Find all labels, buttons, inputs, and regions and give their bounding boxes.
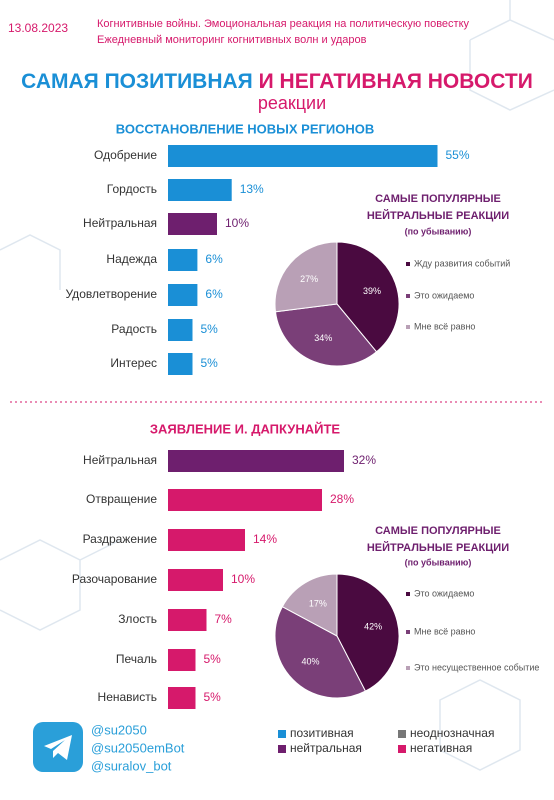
legend-swatch	[406, 262, 410, 266]
legend-label: негативная	[410, 741, 472, 755]
category-label: Ненависть	[98, 690, 157, 704]
category-label: Раздражение	[83, 532, 158, 546]
legend-label: Мне всё равно	[414, 321, 475, 331]
category-label: Одобрение	[94, 148, 157, 162]
title: САМАЯ ПОЗИТИВНАЯ И НЕГАТИВНАЯ НОВОСТИ	[21, 70, 533, 93]
subtitle: Ежедневный мониторинг когнитивных волн и…	[97, 34, 367, 46]
pie-title: САМЫЕ ПОПУЛЯРНЫЕ	[375, 193, 501, 205]
slice-label: 27%	[300, 274, 318, 284]
subtitle: Когнитивные войны. Эмоциональная реакция…	[97, 18, 470, 30]
value-label: 5%	[201, 356, 219, 370]
value-label: 28%	[330, 492, 354, 506]
title-part: САМАЯ ПОЗИТИВНАЯ	[21, 70, 253, 93]
handle: @su2050	[91, 722, 147, 737]
value-label: 6%	[205, 252, 223, 266]
pie-subtitle: (по убыванию)	[405, 226, 472, 236]
legend-label: Это ожидаемо	[414, 290, 474, 300]
value-label: 5%	[204, 690, 222, 704]
legend-swatch	[406, 294, 410, 298]
slice-label: 17%	[309, 598, 327, 608]
category-label: Разочарование	[72, 572, 157, 586]
category-label: Отвращение	[86, 492, 157, 506]
legend-swatch	[398, 745, 406, 753]
bar	[168, 249, 198, 271]
date: 13.08.2023	[8, 21, 68, 35]
pie-slice	[274, 606, 367, 699]
legend-label: Это несущественное событие	[414, 662, 539, 672]
chart-title: ВОССТАНОВЛЕНИЕ НОВЫХ РЕГИОНОВ	[116, 121, 374, 136]
pie-subtitle: (по убыванию)	[405, 557, 472, 567]
chart-title: ЗАЯВЛЕНИЕ И. ДАПКУНАЙТЕ	[150, 421, 341, 436]
slice-label: 42%	[364, 622, 382, 632]
category-label: Интерес	[110, 356, 157, 370]
telegram-plane	[44, 735, 72, 760]
title-sub: реакции	[258, 93, 326, 113]
legend-swatch	[406, 325, 410, 329]
category-label: Надежда	[106, 252, 157, 266]
value-label: 32%	[352, 453, 376, 467]
bar	[168, 179, 232, 201]
pie-slice	[336, 573, 400, 692]
category-label: Радость	[111, 322, 157, 336]
legend-swatch	[406, 666, 410, 670]
pie-slice	[274, 303, 378, 367]
category-label: Гордость	[107, 182, 157, 196]
legend-swatch	[278, 730, 286, 738]
pie-title: НЕЙТРАЛЬНЫЕ РЕАКЦИИ	[367, 541, 509, 554]
value-label: 5%	[201, 322, 219, 336]
bar	[168, 687, 196, 709]
legend-swatch	[406, 630, 410, 634]
bar	[168, 284, 198, 306]
value-label: 5%	[204, 652, 222, 666]
pie-title: НЕЙТРАЛЬНЫЕ РЕАКЦИИ	[367, 209, 509, 222]
category-label: Печаль	[116, 652, 157, 666]
legend-swatch	[406, 592, 410, 596]
pie-slice	[336, 241, 400, 353]
legend-label: Это ожидаемо	[414, 588, 474, 598]
bar	[168, 649, 196, 671]
pie-title: САМЫЕ ПОПУЛЯРНЫЕ	[375, 525, 501, 537]
pie-slice	[274, 241, 338, 313]
legend-label: неоднозначная	[410, 726, 494, 740]
slice-label: 40%	[301, 656, 319, 666]
category-label: Нейтральная	[83, 216, 157, 230]
bar	[168, 489, 322, 511]
legend-label: позитивная	[290, 726, 354, 740]
background-pattern	[0, 0, 554, 771]
bar	[168, 569, 223, 591]
legend-swatch	[398, 730, 406, 738]
handle: @suralov_bot	[91, 758, 172, 773]
title-part: И НЕГАТИВНАЯ НОВОСТИ	[259, 70, 533, 93]
bar	[168, 529, 245, 551]
legend-label: Мне всё равно	[414, 626, 475, 636]
bar	[168, 145, 438, 167]
value-label: 14%	[253, 532, 277, 546]
value-label: 7%	[215, 612, 233, 626]
value-label: 55%	[446, 148, 470, 162]
bar	[168, 450, 344, 472]
value-label: 10%	[225, 216, 249, 230]
bar	[168, 319, 193, 341]
slice-label: 39%	[363, 286, 381, 296]
pie-slice	[281, 573, 338, 637]
legend-label: Жду развития событий	[414, 258, 510, 268]
value-label: 10%	[231, 572, 255, 586]
bar	[168, 353, 193, 375]
category-label: Удовлетворение	[66, 287, 158, 301]
category-label: Нейтральная	[83, 453, 157, 467]
legend-swatch	[278, 745, 286, 753]
legend-label: нейтральная	[290, 741, 362, 755]
value-label: 6%	[205, 287, 223, 301]
handle: @su2050emBot	[91, 740, 185, 755]
slice-label: 34%	[314, 333, 332, 343]
value-label: 13%	[240, 182, 264, 196]
bar	[168, 213, 217, 235]
category-label: Злость	[118, 612, 157, 626]
bar	[168, 609, 207, 631]
